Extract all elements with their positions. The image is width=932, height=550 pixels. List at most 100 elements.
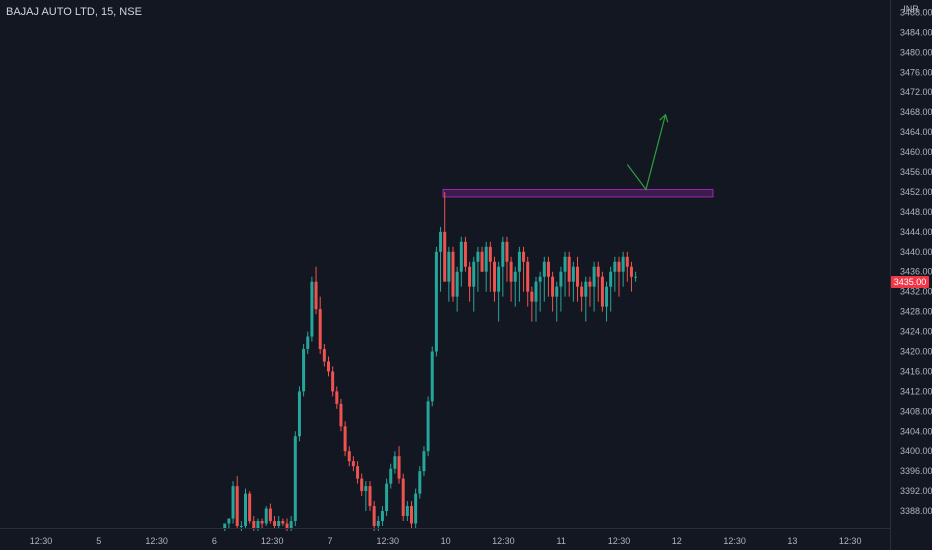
candle[interactable] — [302, 344, 306, 397]
candle[interactable] — [351, 456, 355, 472]
candle[interactable] — [318, 296, 322, 354]
candle[interactable] — [322, 344, 326, 367]
candle[interactable] — [223, 523, 227, 531]
candle[interactable] — [592, 261, 596, 312]
time-axis[interactable]: 12:30 5 12:30 6 12:30 7 12:30 10 12:30 11 12:30 12 1… — [30, 536, 862, 546]
symbol-title[interactable]: BAJAJ AUTO LTD, 15, NSE — [6, 6, 142, 18]
resistance-zone[interactable] — [442, 188, 714, 198]
candle[interactable] — [268, 503, 272, 524]
candle[interactable] — [347, 446, 351, 467]
candle[interactable] — [339, 398, 343, 432]
candle[interactable] — [310, 276, 314, 342]
candle[interactable] — [327, 356, 330, 377]
candle[interactable] — [600, 271, 604, 312]
candle[interactable] — [580, 281, 584, 312]
candle[interactable] — [522, 246, 526, 292]
candle[interactable] — [297, 386, 301, 442]
candle[interactable] — [405, 501, 409, 522]
price-axis[interactable]: 3488.00 3484.00 3480.00 3476.00 3472.00 3468.… — [900, 7, 932, 516]
candle[interactable] — [534, 276, 538, 322]
candle[interactable] — [260, 518, 264, 529]
candle[interactable] — [426, 396, 430, 457]
candle[interactable] — [588, 276, 592, 307]
candle[interactable] — [551, 271, 555, 312]
candle[interactable] — [434, 246, 438, 357]
candle[interactable] — [617, 256, 621, 297]
candle[interactable] — [372, 501, 376, 531]
candle[interactable] — [368, 481, 372, 512]
candle[interactable] — [455, 266, 459, 312]
candle[interactable] — [596, 261, 600, 302]
candle[interactable] — [343, 421, 347, 457]
candle[interactable] — [410, 501, 413, 529]
candle[interactable] — [613, 256, 617, 292]
candle[interactable] — [393, 451, 397, 474]
candle[interactable] — [364, 481, 368, 512]
candle[interactable] — [571, 261, 575, 302]
projection-arrow[interactable] — [626, 114, 667, 191]
candle[interactable] — [389, 463, 393, 489]
candle[interactable] — [281, 518, 285, 527]
candle[interactable] — [447, 246, 451, 302]
candle[interactable] — [605, 281, 609, 322]
candle[interactable] — [385, 478, 389, 517]
candle[interactable] — [356, 461, 360, 484]
candle[interactable] — [244, 488, 247, 529]
candle[interactable] — [443, 191, 447, 282]
candle[interactable] — [629, 261, 633, 292]
candle[interactable] — [331, 366, 335, 397]
candle[interactable] — [501, 236, 505, 297]
candle[interactable] — [546, 256, 550, 297]
candle[interactable] — [493, 256, 496, 302]
candle[interactable] — [314, 266, 318, 315]
candle[interactable] — [397, 446, 401, 484]
candle[interactable] — [468, 261, 472, 302]
candle[interactable] — [248, 491, 252, 524]
candle[interactable] — [227, 518, 231, 529]
candle[interactable] — [625, 251, 629, 282]
candle[interactable] — [235, 476, 239, 529]
candle[interactable] — [530, 286, 534, 322]
candle[interactable] — [335, 386, 339, 409]
candle[interactable] — [463, 236, 467, 272]
candle[interactable] — [476, 246, 480, 292]
candle[interactable] — [609, 266, 613, 312]
candle[interactable] — [576, 256, 579, 302]
candle[interactable] — [459, 236, 463, 287]
candle[interactable] — [273, 516, 277, 529]
candle[interactable] — [484, 241, 488, 292]
candle[interactable] — [555, 281, 559, 322]
candle[interactable] — [306, 331, 310, 354]
candle[interactable] — [451, 246, 455, 302]
candle[interactable] — [567, 251, 571, 297]
candle[interactable] — [264, 506, 268, 527]
candle[interactable] — [414, 488, 418, 529]
candle[interactable] — [505, 236, 509, 282]
candle[interactable] — [360, 473, 364, 497]
candle[interactable] — [293, 431, 297, 527]
candle[interactable] — [621, 251, 625, 287]
candle[interactable] — [401, 473, 405, 522]
candle[interactable] — [563, 251, 567, 297]
candle[interactable] — [488, 241, 492, 292]
candle[interactable] — [517, 246, 521, 302]
candle[interactable] — [584, 276, 588, 322]
candle[interactable] — [509, 256, 513, 302]
candle[interactable] — [538, 271, 542, 312]
candle[interactable] — [430, 346, 434, 407]
candle[interactable] — [472, 256, 476, 312]
candle[interactable] — [559, 266, 563, 312]
candle[interactable] — [542, 256, 546, 302]
candle[interactable] — [422, 446, 426, 477]
candle[interactable] — [480, 246, 484, 272]
candle[interactable] — [380, 506, 384, 527]
candle[interactable] — [418, 466, 422, 499]
candle[interactable] — [439, 226, 443, 292]
candle[interactable] — [497, 261, 501, 322]
candle[interactable] — [526, 256, 530, 307]
candle[interactable] — [513, 266, 517, 307]
candle[interactable] — [277, 516, 281, 529]
candle[interactable] — [231, 481, 235, 524]
candle[interactable] — [239, 521, 243, 531]
